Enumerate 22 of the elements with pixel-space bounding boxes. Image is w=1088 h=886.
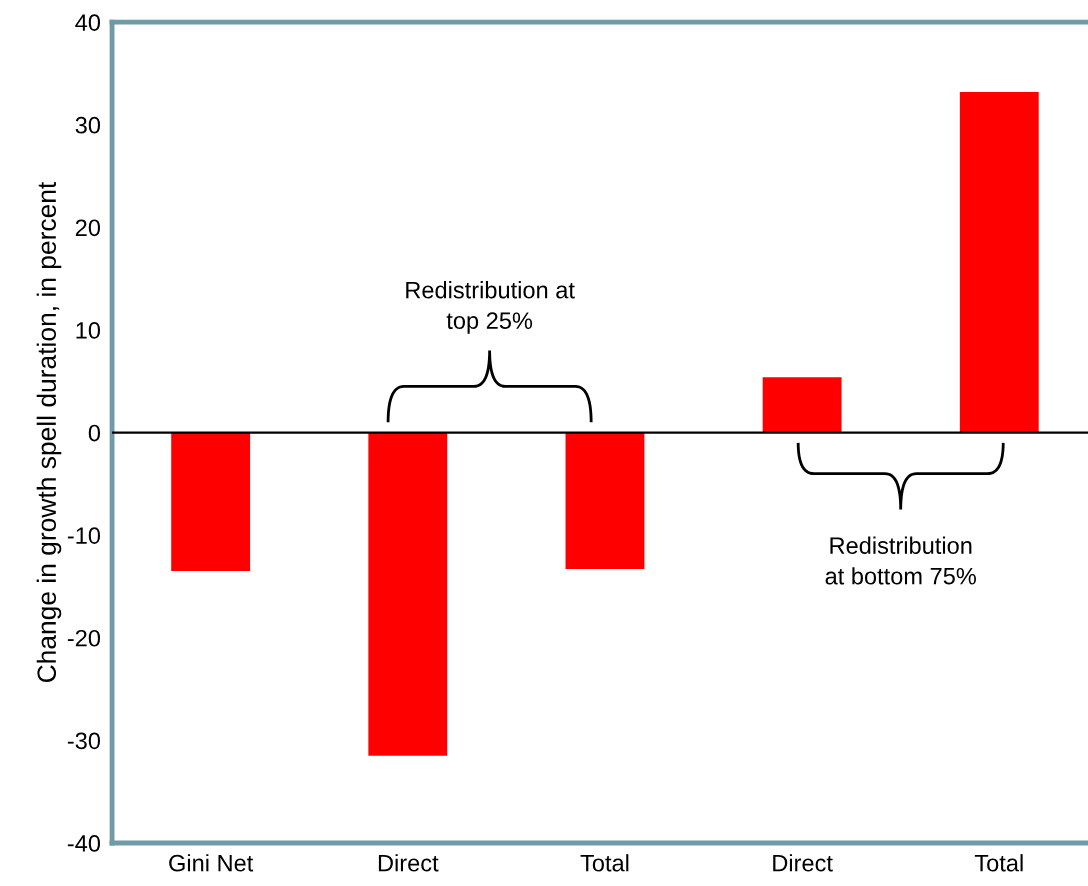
y-tick-label: -20 xyxy=(67,629,101,647)
y-tick-label: 10 xyxy=(76,322,101,339)
y-tick-label: 40 xyxy=(75,14,101,31)
y-axis-title: Change in growth spell duration, in percent xyxy=(36,181,62,683)
bar xyxy=(959,91,1039,433)
y-tick-label: -40 xyxy=(67,835,101,852)
bar xyxy=(565,432,645,570)
x-tick-label: Direct xyxy=(378,854,439,872)
y-tick-label: 30 xyxy=(75,116,101,134)
x-tick-label: Total xyxy=(974,854,1023,872)
bar xyxy=(762,377,842,433)
bar xyxy=(171,432,251,572)
y-tick-label: -10 xyxy=(67,527,101,544)
bar xyxy=(368,432,448,756)
x-tick-label: Total xyxy=(580,854,629,872)
x-tick-label: Gini Net xyxy=(169,854,254,872)
y-tick-label: 20 xyxy=(75,219,101,237)
x-tick-label: Direct xyxy=(773,854,833,872)
annotation: Redistribution at top 25% xyxy=(406,281,575,334)
annotation: Redistribution at bottom 75% xyxy=(825,536,976,585)
y-tick-label: 0 xyxy=(88,424,101,442)
y-tick-label: -30 xyxy=(67,732,101,750)
